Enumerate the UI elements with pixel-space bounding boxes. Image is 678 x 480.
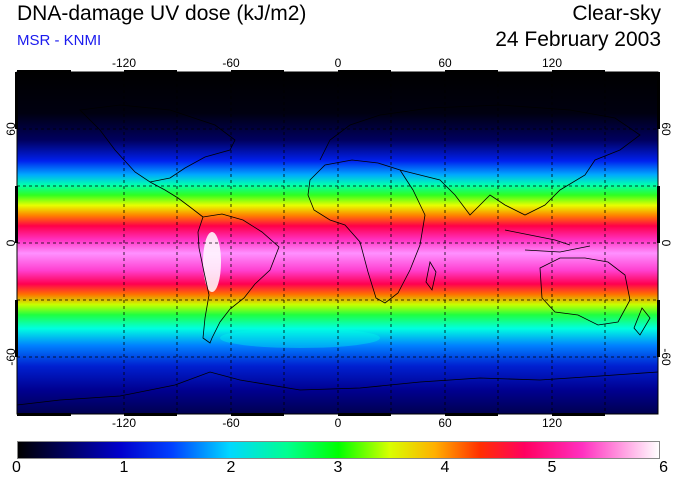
- date-label: 24 February 2003: [495, 28, 661, 51]
- map-title: DNA-damage UV dose (kJ/m2): [17, 2, 307, 25]
- lat-tick-right: 0: [659, 239, 673, 247]
- north-america-coast: [79, 104, 236, 183]
- lat-tick-right: -60: [659, 348, 673, 366]
- colorbar-label: 5: [547, 459, 557, 476]
- lat-tick-left: 60: [4, 122, 18, 136]
- colorbar-label: 6: [659, 459, 668, 476]
- europe-asia-coast: [319, 104, 641, 216]
- color-scale-bar: [17, 441, 660, 459]
- lon-tick-top: -120: [111, 56, 137, 70]
- cyan-patch-south-atlantic: [220, 328, 380, 348]
- south-america-coast: [197, 213, 280, 344]
- colorbar-label: 0: [12, 459, 21, 476]
- sky-condition-label: Clear-sky: [572, 2, 661, 25]
- colorbar-label: 2: [226, 459, 236, 476]
- central-america-coast: [149, 181, 204, 218]
- lat-tick-left: -60: [4, 348, 18, 366]
- graticule: [17, 72, 658, 414]
- australia-coast: [539, 257, 631, 326]
- lon-tick-bottom: 0: [334, 416, 342, 430]
- coastlines: [17, 104, 658, 406]
- colorbar-label: 3: [333, 459, 343, 476]
- lon-tick-top: 120: [541, 56, 563, 70]
- lon-tick-bottom: -120: [111, 416, 137, 430]
- new-zealand-coast: [633, 307, 651, 336]
- lon-tick-top: 60: [438, 56, 452, 70]
- madagascar-coast: [425, 260, 437, 291]
- map-frame: [15, 70, 660, 416]
- lat-tick-left: 0: [4, 239, 18, 247]
- lon-tick-top: -60: [222, 56, 240, 70]
- lat-tick-right: 60: [659, 122, 673, 136]
- indonesia-coast: [504, 229, 591, 253]
- andes-high-dose-patch: [203, 232, 221, 292]
- colorbar-label: 4: [440, 459, 450, 476]
- lon-tick-bottom: 60: [438, 416, 452, 430]
- source-label: MSR - KNMI: [17, 32, 102, 49]
- antarctica-coast: [17, 371, 658, 406]
- colorbar-label: 1: [119, 459, 129, 476]
- lon-tick-bottom: -60: [222, 416, 240, 430]
- lon-tick-top: 0: [334, 56, 342, 70]
- africa-coast: [307, 159, 426, 304]
- lon-tick-bottom: 120: [541, 416, 563, 430]
